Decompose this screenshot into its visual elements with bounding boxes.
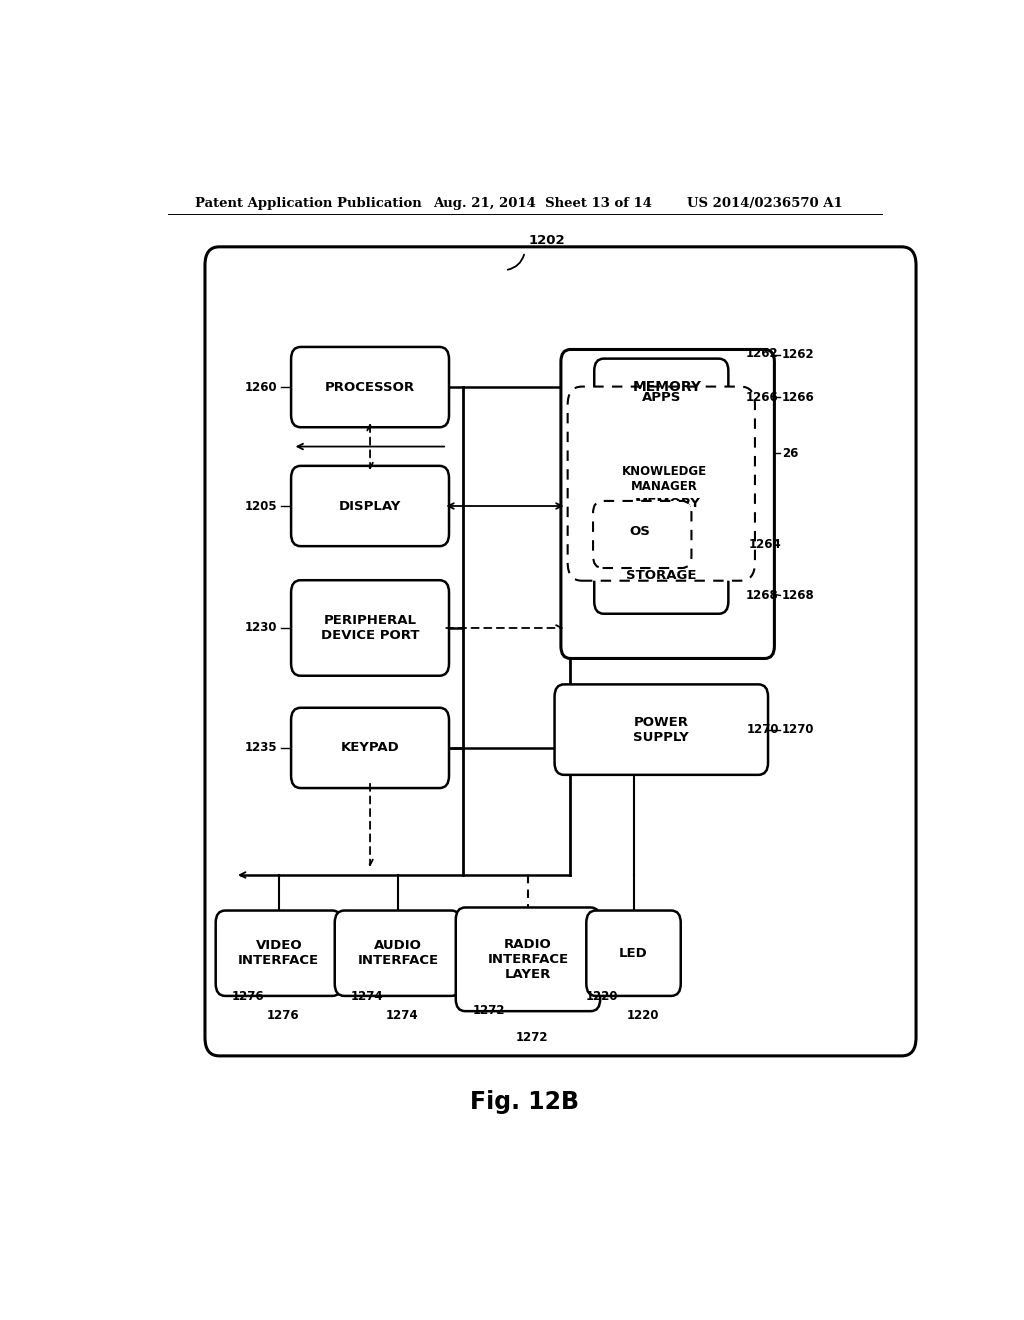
Text: 1274: 1274	[351, 990, 384, 1003]
Text: MEMORY: MEMORY	[635, 498, 700, 511]
Text: 1220: 1220	[586, 990, 618, 1003]
Text: DISPLAY: DISPLAY	[339, 499, 401, 512]
Text: LED: LED	[620, 946, 648, 960]
Text: 1270: 1270	[746, 723, 778, 737]
Text: RADIO
INTERFACE
LAYER: RADIO INTERFACE LAYER	[487, 937, 568, 981]
Text: 1274: 1274	[386, 1008, 419, 1022]
FancyBboxPatch shape	[593, 500, 691, 568]
Text: KNOWLEDGE
MANAGER: KNOWLEDGE MANAGER	[622, 465, 707, 492]
Text: STORAGE: STORAGE	[626, 569, 696, 582]
FancyBboxPatch shape	[555, 684, 768, 775]
FancyBboxPatch shape	[291, 347, 449, 428]
Text: 1272: 1272	[472, 1003, 505, 1016]
Text: 1260: 1260	[245, 380, 278, 393]
Text: 1264: 1264	[749, 539, 781, 552]
FancyBboxPatch shape	[561, 350, 774, 659]
FancyBboxPatch shape	[205, 247, 916, 1056]
Text: PERIPHERAL
DEVICE PORT: PERIPHERAL DEVICE PORT	[321, 614, 419, 642]
Text: APPS: APPS	[642, 391, 681, 404]
Text: POWER
SUPPLY: POWER SUPPLY	[634, 715, 689, 743]
FancyBboxPatch shape	[291, 708, 449, 788]
FancyBboxPatch shape	[291, 581, 449, 676]
Text: 26: 26	[782, 446, 799, 459]
Text: 1202: 1202	[528, 234, 565, 247]
Text: MEMORY: MEMORY	[633, 380, 702, 395]
FancyBboxPatch shape	[335, 911, 461, 995]
Text: VIDEO
INTERFACE: VIDEO INTERFACE	[239, 940, 319, 968]
FancyBboxPatch shape	[594, 536, 728, 614]
Text: 1220: 1220	[627, 1008, 659, 1022]
Text: 1266: 1266	[782, 391, 815, 404]
Text: 1230: 1230	[245, 622, 278, 635]
Text: AUDIO
INTERFACE: AUDIO INTERFACE	[357, 940, 438, 968]
Text: PROCESSOR: PROCESSOR	[325, 380, 415, 393]
Text: 1268: 1268	[746, 589, 778, 602]
Text: 1262: 1262	[782, 348, 814, 362]
Text: KEYPAD: KEYPAD	[341, 742, 399, 755]
Text: 1272: 1272	[516, 1031, 549, 1044]
Text: Patent Application Publication: Patent Application Publication	[196, 197, 422, 210]
Text: 1276: 1276	[231, 990, 264, 1003]
Text: 1205: 1205	[245, 499, 278, 512]
FancyBboxPatch shape	[456, 907, 600, 1011]
Text: US 2014/0236570 A1: US 2014/0236570 A1	[687, 197, 843, 210]
Text: Fig. 12B: Fig. 12B	[470, 1089, 580, 1114]
FancyBboxPatch shape	[216, 911, 342, 995]
Text: 1268: 1268	[782, 589, 815, 602]
Text: 1262: 1262	[746, 347, 778, 360]
Text: 1270: 1270	[782, 723, 814, 737]
Text: 1266: 1266	[746, 391, 778, 404]
FancyBboxPatch shape	[291, 466, 449, 546]
FancyBboxPatch shape	[567, 387, 755, 581]
Text: Aug. 21, 2014  Sheet 13 of 14: Aug. 21, 2014 Sheet 13 of 14	[433, 197, 652, 210]
FancyBboxPatch shape	[587, 911, 681, 995]
Text: 1235: 1235	[245, 742, 278, 755]
Text: OS: OS	[630, 525, 650, 539]
FancyBboxPatch shape	[594, 359, 728, 436]
Text: 1276: 1276	[267, 1008, 299, 1022]
